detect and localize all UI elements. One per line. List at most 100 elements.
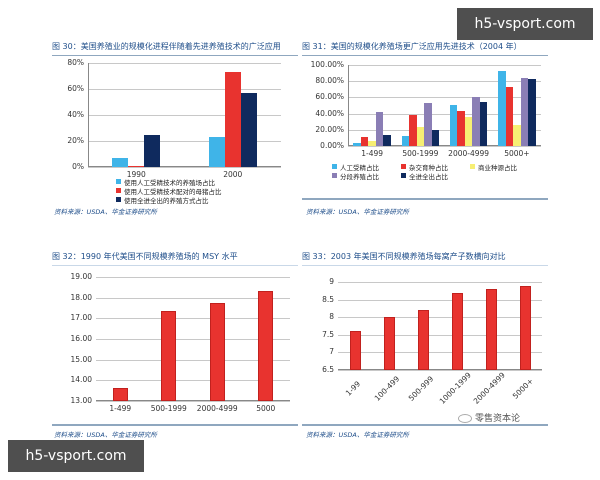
legend-label: 使用人工受精技术的养殖场占比: [124, 178, 215, 187]
bar-500-1999-0: [401, 136, 410, 146]
bar-1-499-0: [353, 142, 361, 146]
legend-item: 分段养殖占比: [332, 171, 379, 181]
bar-1000-1999-0: [451, 292, 463, 370]
bar-5000+-3: [520, 77, 529, 146]
figure-33-panel: 图 33：2003 年美国不同规模养殖场每窝产子数横向对比 6.5 7 7.5 8 8.…: [302, 250, 548, 430]
y-tick-label: 80%: [67, 58, 84, 67]
gridline: [96, 339, 290, 340]
bar-5000+-0: [519, 285, 531, 370]
bar-2000-4999-0: [449, 104, 458, 146]
y-tick-label: 0%: [72, 162, 84, 171]
gridline: [338, 317, 542, 319]
x-tick-label: 5000+: [504, 149, 530, 158]
bar-500-1999-0: [161, 311, 177, 401]
gridline: [88, 141, 281, 142]
bar-1-499-2: [368, 141, 376, 146]
y-tick-label: 40%: [67, 110, 84, 119]
y-tick-label: 20.00%: [315, 124, 344, 134]
bar-1-99-0: [349, 331, 361, 370]
figure-30-legend: 使用人工受精技术的养殖场占比 使用人工受精技术配对的母猪占比 使用全进全出的养殖方式…: [116, 177, 222, 205]
figure-33-chart: 6.5 7 7.5 8 8.5 9 1-99 100-499 500-999 1000-1999 2…: [322, 277, 542, 406]
y-tick-label: 6.5: [322, 365, 334, 374]
bar-5000-0: [258, 291, 274, 401]
y-tick-label: 100.00%: [310, 60, 344, 69]
x-tick-label: 1-99: [343, 379, 363, 398]
x-axis-line: [348, 145, 541, 146]
x-tick-label: 5000+: [510, 376, 536, 401]
y-tick-label: 0.00%: [320, 141, 344, 150]
y-axis-line: [348, 65, 349, 146]
legend-swatch-icon: [401, 164, 406, 169]
y-tick-label: 60%: [67, 84, 84, 93]
gridline: [96, 359, 290, 361]
bar-500-999-0: [417, 310, 429, 370]
gridline: [96, 401, 290, 402]
bar-1990-0: [112, 157, 129, 167]
bar-1-499-0: [112, 387, 128, 401]
figure-32-source-text: 资料来源：USDA、华金证券研究所: [54, 431, 157, 439]
legend-item: 全进全出占比: [401, 171, 448, 181]
legend-label: 商业种源占比: [478, 163, 517, 172]
gridline: [338, 370, 542, 371]
legend-swatch-icon: [332, 164, 337, 169]
bar-2000-1: [224, 72, 241, 167]
legend-label: 分段养殖占比: [340, 172, 379, 181]
gridline: [348, 129, 541, 131]
gridline: [96, 318, 290, 320]
y-tick-label: 60.00%: [315, 92, 344, 102]
legend-item: 使用人工受精技术配对的母猪占比: [116, 186, 222, 196]
gridline: [88, 63, 281, 64]
gridline: [88, 115, 281, 116]
x-axis-line: [96, 400, 290, 401]
legend-label: 全进全出占比: [409, 172, 448, 181]
watermark-top-right: h5-vsport.com: [457, 8, 593, 40]
figure-32-chart: 13.00 14.00 15.00 16.00 17.00 18.00 19.00 1-499…: [71, 272, 290, 413]
bar-5000+-2: [513, 124, 521, 146]
x-tick-label: 1-499: [109, 404, 132, 413]
gridline: [348, 113, 541, 115]
bar-500-1999-1: [409, 115, 417, 146]
bar-500-1999-4: [431, 129, 440, 146]
legend-swatch-icon: [116, 188, 121, 193]
gridline: [348, 97, 541, 99]
x-tick-label: 100-499: [372, 374, 402, 403]
legend-swatch-icon: [470, 164, 475, 169]
legend-swatch-icon: [332, 173, 337, 178]
brand-text: 零售资本论: [475, 414, 521, 424]
y-tick-label: 14.00: [70, 375, 92, 385]
x-tick-label: 2000: [223, 170, 243, 179]
gridline: [96, 277, 290, 278]
y-tick-label: 8: [329, 312, 334, 322]
bar-2000-4999-0: [209, 302, 225, 401]
y-tick-label: 19.00: [70, 272, 92, 281]
figure-33-title: 图 33：2003 年美国不同规模养殖场每窝产子数横向对比: [302, 250, 548, 266]
x-tick-label: 2000-4999: [196, 404, 238, 413]
legend-label: 使用全进全出的养殖方式占比: [124, 196, 209, 205]
figure-30-source-text: 资料来源：USDA、华金证券研究所: [54, 208, 157, 216]
gridline: [88, 167, 281, 168]
x-tick-label: 2000-4999: [448, 149, 490, 158]
legend-swatch-icon: [401, 173, 406, 178]
bar-1-499-1: [360, 137, 369, 146]
figure-31-source-rule: [302, 198, 548, 200]
bar-1-499-4: [383, 134, 391, 146]
y-tick-label: 8.5: [322, 294, 334, 304]
x-axis-line: [338, 369, 542, 370]
bar-2000-4999-4: [479, 102, 488, 146]
gridline: [96, 380, 290, 382]
bar-2000-4999-3: [472, 96, 480, 146]
bar-500-1999-2: [416, 126, 425, 146]
bar-1990-1: [128, 165, 145, 167]
bar-1-499-3: [375, 111, 384, 146]
gridline: [88, 89, 281, 90]
gridline: [338, 352, 542, 354]
x-tick-label: 2000-4999: [471, 370, 507, 406]
bar-5000+-0: [498, 71, 506, 146]
bar-5000+-4: [528, 78, 536, 146]
legend-item: 使用全进全出的养殖方式占比: [116, 195, 222, 205]
gridline: [338, 334, 542, 336]
figure-33-source-rule: [302, 424, 548, 426]
bar-2000-2: [240, 92, 257, 167]
bar-100-499-0: [383, 317, 395, 370]
bar-2000-4999-1: [457, 111, 465, 146]
